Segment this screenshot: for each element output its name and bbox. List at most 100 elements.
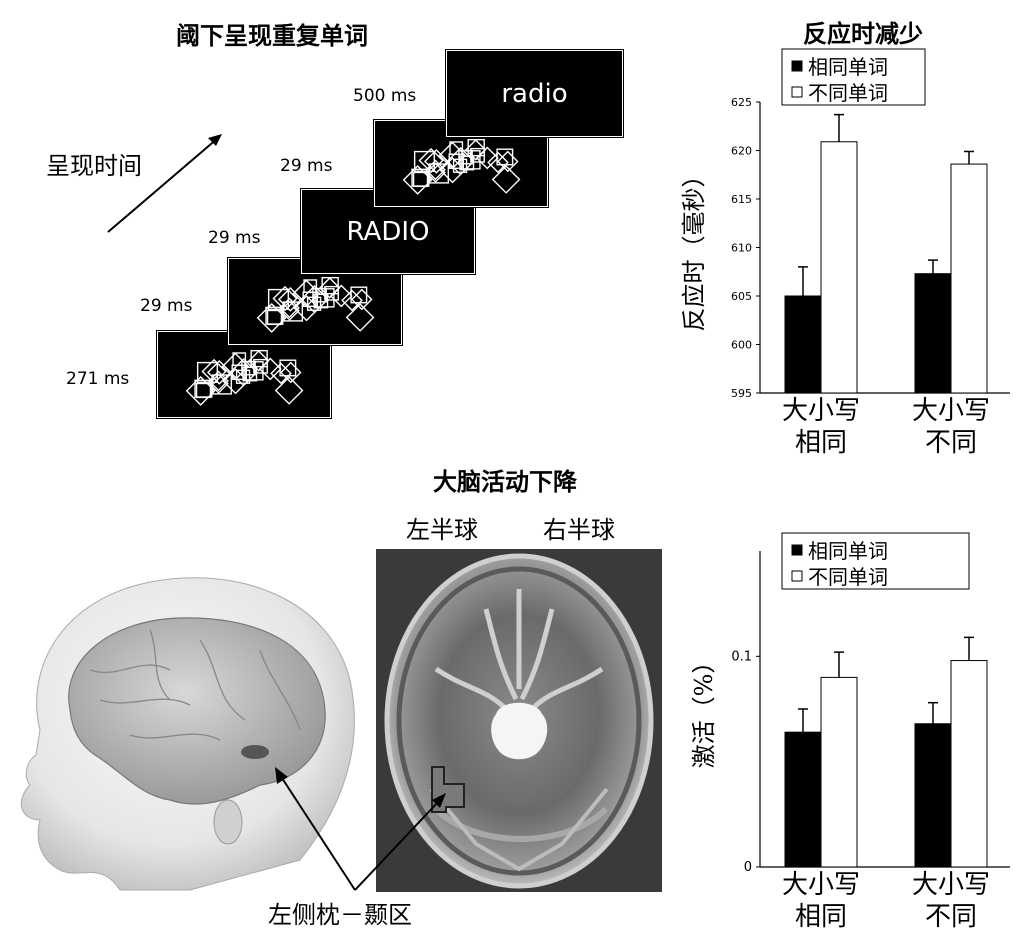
time-arrow-icon (107, 134, 222, 233)
mask-square (208, 373, 229, 394)
mask-square (282, 301, 304, 322)
category-label: 大小写 (782, 870, 860, 900)
y-tick-label: 615 (731, 193, 752, 206)
mask-square (267, 288, 289, 310)
mask-square (272, 285, 298, 312)
legend-box (781, 532, 970, 590)
y-tick-label: 0 (744, 860, 752, 875)
category-label: 大小写 (912, 396, 990, 426)
mask-pattern-icon (185, 349, 304, 406)
mask-square (201, 358, 227, 385)
bar (784, 295, 822, 394)
mask-square (464, 139, 487, 161)
mask-square (341, 289, 363, 312)
mask-square (244, 361, 264, 381)
mask-square (413, 150, 435, 172)
stimulus-title: 阈下呈现重复单词 (176, 22, 368, 50)
mask-square (461, 150, 481, 170)
brainstem-shape (491, 702, 548, 760)
y-tick-label: 0.1 (731, 649, 752, 664)
region-pointer-arrows (275, 767, 446, 891)
mask-square (279, 300, 300, 321)
category-label: 相同 (795, 428, 847, 458)
bar (950, 660, 988, 868)
mask-square (487, 151, 509, 174)
category-label: 不同 (925, 902, 977, 932)
mask-square (242, 366, 258, 382)
left-hemisphere-label: 左半球 (406, 516, 478, 544)
right-hemisphere-label: 右半球 (543, 516, 615, 544)
legend-label: 相同单词 (808, 55, 888, 79)
mask-square (231, 364, 248, 380)
brain-icon (68, 617, 326, 805)
y-tick-label: 600 (731, 339, 752, 352)
brain-activity-title: 大脑活动下降 (433, 468, 577, 496)
stimulus-frame (156, 330, 332, 419)
reaction-time-chart: 595600605610615620625反应时（毫秒）大小写相同大小写不同相同… (680, 48, 1010, 458)
mask-square (428, 163, 450, 184)
mask-square (208, 370, 229, 392)
frame-time-label: 271 ms (66, 369, 130, 389)
y-tick-label: 595 (731, 387, 752, 400)
mask-square (302, 291, 319, 307)
mask-square (195, 382, 212, 399)
bar (914, 273, 952, 394)
mask-square (418, 147, 444, 174)
frame-time-label: 29 ms (208, 228, 261, 248)
legend-label: 相同单词 (808, 539, 888, 563)
bar (820, 676, 858, 868)
legend-swatch (791, 570, 803, 582)
legend-swatch (791, 60, 803, 72)
region-label: 左侧枕－颞区 (268, 901, 412, 929)
legend-swatch (791, 544, 803, 556)
mask-square (196, 361, 218, 383)
legend-box (781, 48, 926, 106)
mri-slice (376, 549, 662, 892)
legend-label: 不同单词 (808, 81, 888, 105)
mask-square (459, 155, 475, 171)
mask-square (350, 286, 368, 304)
legend-swatch (791, 86, 803, 98)
y-axis-label: 反应时（毫秒） (680, 164, 708, 332)
mask-square (247, 350, 270, 372)
mask-square (315, 288, 335, 308)
category-label: 相同 (795, 902, 847, 932)
y-axis-label: 激活（%） (690, 650, 718, 769)
mask-square (313, 293, 329, 309)
y-tick-label: 605 (731, 290, 752, 303)
category-label: 大小写 (782, 396, 860, 426)
bar (914, 723, 952, 868)
mask-square (318, 277, 341, 299)
category-label: 大小写 (912, 870, 990, 900)
stimulus-frame: radio (445, 49, 624, 138)
y-tick-label: 625 (731, 96, 752, 109)
mask-square (279, 297, 300, 319)
mask-square (496, 148, 514, 166)
y-tick-label: 620 (731, 145, 752, 158)
bar (820, 141, 858, 394)
mask-square (425, 162, 446, 183)
legend-label: 不同单词 (808, 565, 888, 589)
mask-square (279, 359, 297, 377)
head-brain-render (20, 577, 355, 891)
mask-pattern-icon (256, 276, 375, 333)
mask-square (425, 159, 446, 181)
frame-word: radio (501, 78, 568, 109)
activation-spot-3d (241, 745, 269, 759)
mask-square (274, 376, 304, 405)
frame-word: RADIO (346, 216, 430, 247)
frame-time-label: 29 ms (140, 296, 193, 316)
mask-square (266, 309, 283, 326)
mask-square (448, 153, 465, 169)
mask-square (491, 165, 521, 194)
mask-square (412, 171, 429, 188)
mask-square (211, 374, 233, 395)
mask-pattern-icon (402, 138, 521, 195)
mask-square (345, 303, 375, 332)
y-tick-label: 610 (731, 242, 752, 255)
bar (950, 163, 988, 394)
frame-time-label: 500 ms (353, 86, 417, 106)
chart1-title: 反应时减少 (803, 20, 923, 48)
category-label: 不同 (925, 428, 977, 458)
